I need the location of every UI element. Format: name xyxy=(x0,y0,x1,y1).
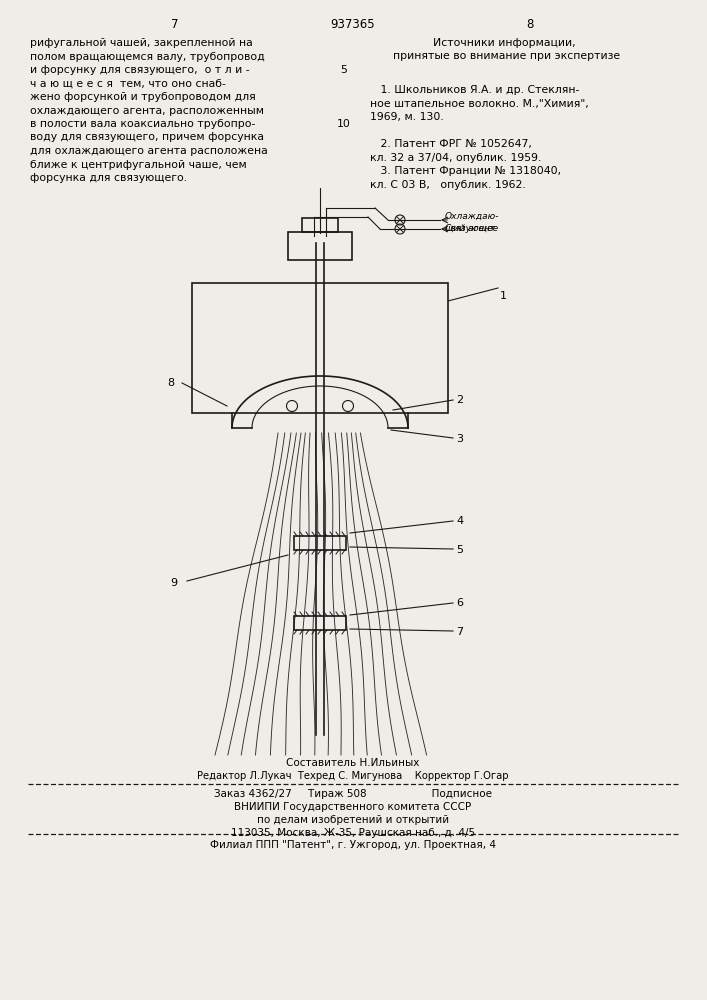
Text: 6: 6 xyxy=(456,598,463,608)
Bar xyxy=(294,616,346,630)
Text: в полости вала коаксиально трубопро-: в полости вала коаксиально трубопро- xyxy=(30,119,255,129)
Text: щий агент: щий агент xyxy=(445,224,495,233)
Text: 113035, Москва, Ж-35, Раушская наб., д. 4/5: 113035, Москва, Ж-35, Раушская наб., д. … xyxy=(231,828,475,838)
Text: 5: 5 xyxy=(456,545,463,555)
Text: 3: 3 xyxy=(456,434,463,444)
Text: ное штапельное волокно. М.,"Химия",: ное штапельное волокно. М.,"Химия", xyxy=(370,99,589,109)
Bar xyxy=(192,283,448,413)
Text: жено форсункой и трубопроводом для: жено форсункой и трубопроводом для xyxy=(30,92,256,102)
Text: 7: 7 xyxy=(171,18,179,31)
Text: принятые во внимание при экспертизе: принятые во внимание при экспертизе xyxy=(393,51,620,61)
Text: 3. Патент Франции № 1318040,: 3. Патент Франции № 1318040, xyxy=(370,166,561,176)
Text: 8: 8 xyxy=(526,18,534,31)
Bar xyxy=(302,218,338,232)
Text: Редактор Л.Лукач  Техред С. Мигунова    Корректор Г.Огар: Редактор Л.Лукач Техред С. Мигунова Корр… xyxy=(197,771,509,781)
Text: Источники информации,: Источники информации, xyxy=(433,38,575,48)
Text: 10: 10 xyxy=(337,119,351,129)
Text: Заказ 4362/27     Тираж 508                    Подписное: Заказ 4362/27 Тираж 508 Подписное xyxy=(214,789,492,799)
Bar xyxy=(288,232,352,260)
Text: Охлаждаю-: Охлаждаю- xyxy=(445,212,500,221)
Text: охлаждающего агента, расположенным: охлаждающего агента, расположенным xyxy=(30,105,264,115)
Text: 8: 8 xyxy=(167,378,174,388)
Text: 937365: 937365 xyxy=(331,18,375,31)
Text: воду для связующего, причем форсунка: воду для связующего, причем форсунка xyxy=(30,132,264,142)
Text: 2: 2 xyxy=(456,395,463,405)
Text: и форсунку для связующего,  о т л и -: и форсунку для связующего, о т л и - xyxy=(30,65,250,75)
Text: 1969, м. 130.: 1969, м. 130. xyxy=(370,112,444,122)
Text: Составитель Н.Ильиных: Составитель Н.Ильиных xyxy=(286,758,420,768)
Text: 7: 7 xyxy=(456,627,463,637)
Text: Филиал ППП "Патент", г. Ужгород, ул. Проектная, 4: Филиал ППП "Патент", г. Ужгород, ул. Про… xyxy=(210,840,496,850)
Text: 1. Школьников Я.А. и др. Стеклян-: 1. Школьников Я.А. и др. Стеклян- xyxy=(370,85,579,95)
Text: для охлаждающего агента расположена: для охлаждающего агента расположена xyxy=(30,146,268,156)
Text: 1: 1 xyxy=(500,291,507,301)
Text: ч а ю щ е е с я  тем, что оно снаб-: ч а ю щ е е с я тем, что оно снаб- xyxy=(30,79,226,89)
Text: 9: 9 xyxy=(170,578,177,588)
Text: ВНИИПИ Государственного комитета СССР: ВНИИПИ Государственного комитета СССР xyxy=(235,802,472,812)
Bar xyxy=(294,536,346,550)
Text: Связующее: Связующее xyxy=(445,224,499,233)
Text: кл. С 03 В,   опублик. 1962.: кл. С 03 В, опублик. 1962. xyxy=(370,180,526,190)
Text: форсунка для связующего.: форсунка для связующего. xyxy=(30,173,187,183)
Text: по делам изобретений и открытий: по делам изобретений и открытий xyxy=(257,815,449,825)
Text: 5: 5 xyxy=(341,65,347,75)
Text: 2. Патент ФРГ № 1052647,: 2. Патент ФРГ № 1052647, xyxy=(370,139,532,149)
Text: кл. 32 а 37/04, опублик. 1959.: кл. 32 а 37/04, опублик. 1959. xyxy=(370,153,542,163)
Text: ближе к центрифугальной чаше, чем: ближе к центрифугальной чаше, чем xyxy=(30,159,247,169)
Text: полом вращающемся валу, трубопровод: полом вращающемся валу, трубопровод xyxy=(30,51,264,62)
Text: рифугальной чашей, закрепленной на: рифугальной чашей, закрепленной на xyxy=(30,38,252,48)
Text: 4: 4 xyxy=(456,516,463,526)
